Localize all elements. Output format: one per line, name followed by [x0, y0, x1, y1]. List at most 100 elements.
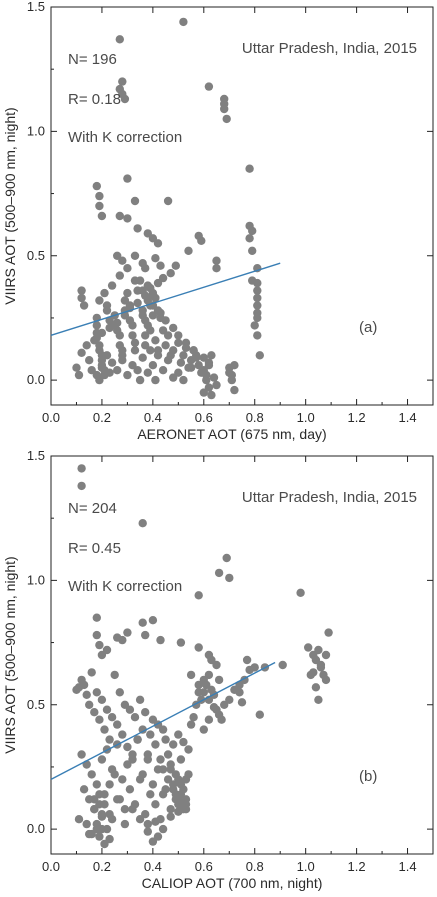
y-tick-label: 1.0	[27, 123, 45, 138]
sample-count: N= 196	[68, 51, 117, 68]
data-point	[95, 715, 104, 724]
data-point	[105, 780, 114, 789]
data-point	[212, 264, 221, 273]
data-point	[227, 375, 236, 385]
data-point	[138, 353, 147, 362]
data-point	[102, 351, 112, 360]
data-point	[230, 361, 239, 370]
data-point	[296, 588, 305, 597]
data-point	[133, 224, 142, 233]
data-point	[156, 635, 165, 645]
data-point	[202, 375, 211, 385]
data-point	[151, 817, 160, 826]
x-tick-label: 1.2	[348, 859, 366, 874]
data-point	[113, 318, 122, 328]
data-point	[207, 390, 216, 400]
data-point	[212, 256, 221, 265]
chart-panel-a: 0.0 0.2 0.4 0.6 0.8 1.0 1.2 1.4 0.0 0.5 1.0 1.5 AERO…	[2, 0, 434, 442]
data-point	[176, 755, 186, 764]
x-tick-label: 1.4	[398, 859, 416, 874]
data-point	[207, 351, 216, 360]
data-point	[186, 670, 196, 680]
data-point	[135, 375, 145, 385]
data-point	[161, 785, 170, 794]
data-point	[138, 725, 147, 734]
data-point	[174, 368, 183, 377]
data-point	[146, 730, 155, 739]
data-point	[181, 795, 191, 804]
data-point	[161, 316, 170, 325]
data-point	[199, 725, 208, 734]
data-point	[92, 780, 102, 789]
data-point	[123, 370, 132, 380]
data-point	[166, 269, 175, 278]
data-point	[113, 795, 122, 804]
data-point	[245, 665, 254, 675]
data-point	[161, 341, 170, 350]
data-point	[156, 308, 165, 318]
data-point	[105, 323, 114, 333]
plot-frame	[50, 455, 434, 855]
data-point	[204, 383, 214, 392]
data-point	[128, 321, 137, 330]
data-point	[123, 214, 132, 223]
data-point	[169, 740, 178, 749]
data-point	[156, 261, 165, 270]
y-tick-label: 0.5	[27, 697, 45, 712]
data-point	[253, 331, 262, 340]
panel-label: (a)	[359, 319, 377, 336]
data-point	[253, 301, 262, 310]
data-point	[197, 368, 206, 377]
data-point	[95, 191, 104, 201]
data-point	[146, 346, 155, 355]
data-point	[95, 640, 104, 650]
data-point	[248, 226, 257, 236]
data-point	[204, 715, 214, 724]
data-point	[212, 660, 221, 670]
data-point	[194, 643, 203, 652]
data-point	[77, 293, 86, 303]
data-point	[79, 680, 89, 690]
data-point	[199, 353, 208, 362]
data-point	[79, 301, 89, 310]
data-point	[176, 358, 186, 367]
y-tick-label: 0.0	[27, 821, 45, 836]
data-point	[237, 698, 247, 707]
data-point	[222, 114, 231, 124]
data-point	[100, 288, 109, 298]
data-point	[141, 708, 150, 717]
data-point	[169, 346, 178, 355]
data-point	[133, 298, 142, 308]
data-point	[138, 618, 147, 627]
data-point	[179, 351, 188, 360]
data-point	[90, 708, 99, 717]
data-point	[82, 690, 91, 699]
data-point	[314, 695, 323, 704]
data-point	[105, 834, 114, 844]
data-point	[248, 246, 257, 255]
data-point	[158, 824, 168, 834]
data-point	[141, 264, 150, 273]
data-point	[85, 700, 94, 709]
data-point	[184, 770, 193, 779]
data-point	[95, 375, 104, 385]
data-point	[171, 261, 180, 270]
data-point	[115, 688, 125, 697]
data-point	[135, 815, 145, 824]
data-point	[130, 346, 140, 355]
data-point	[314, 645, 323, 655]
data-point	[179, 375, 188, 385]
data-point	[130, 338, 140, 347]
sample-count: N= 204	[68, 500, 117, 517]
data-point	[184, 246, 193, 255]
data-points	[72, 17, 264, 400]
y-axis-label: VIIRS AOT (500–900 nm, night)	[2, 107, 18, 304]
data-point	[120, 805, 130, 814]
data-point	[204, 670, 214, 680]
data-point	[135, 695, 145, 704]
data-point	[110, 670, 119, 680]
data-point	[95, 832, 104, 841]
data-point	[316, 660, 326, 670]
data-point	[115, 211, 125, 221]
data-point	[130, 713, 140, 722]
